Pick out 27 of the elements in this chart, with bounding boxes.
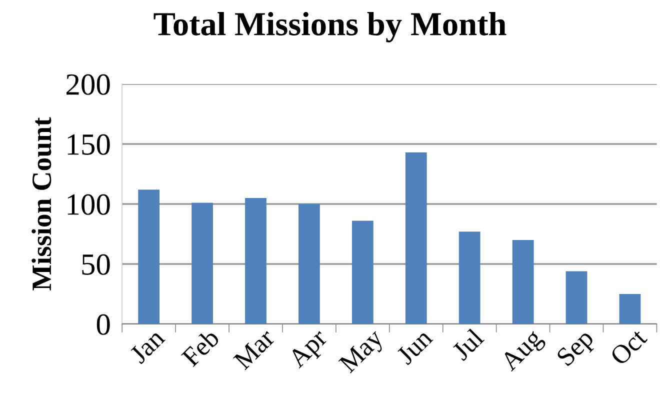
x-tick-label: Jan	[129, 328, 166, 364]
x-tick-label: Jun	[396, 328, 434, 366]
y-axis-title: Mission Count	[32, 117, 52, 290]
bar	[405, 152, 427, 324]
bar	[138, 190, 160, 324]
chart-title: Total Missions by Month	[154, 12, 506, 42]
x-tick-label: Aug	[499, 328, 548, 376]
x-tick-label: Mar	[233, 328, 276, 370]
x-tick-label: Sep	[556, 328, 598, 370]
y-tick-label: 50	[82, 254, 110, 275]
x-tick-label: Apr	[287, 328, 332, 373]
x-tick-label: Feb	[180, 327, 220, 368]
bar	[352, 220, 374, 324]
y-tick-label: 200	[66, 74, 110, 95]
bar	[298, 204, 320, 324]
bar	[245, 198, 266, 324]
bar	[192, 202, 213, 324]
y-tick-label: 100	[68, 194, 110, 215]
y-tick-label: 0	[96, 314, 110, 335]
bar	[566, 271, 588, 324]
y-tick-label: 150	[68, 134, 110, 155]
x-tick-label: Jul	[450, 327, 485, 362]
bar	[512, 240, 534, 324]
bar	[458, 232, 480, 324]
x-tick-label: Oct	[609, 327, 648, 366]
x-tick-label: May	[338, 328, 388, 378]
bar	[619, 294, 641, 324]
